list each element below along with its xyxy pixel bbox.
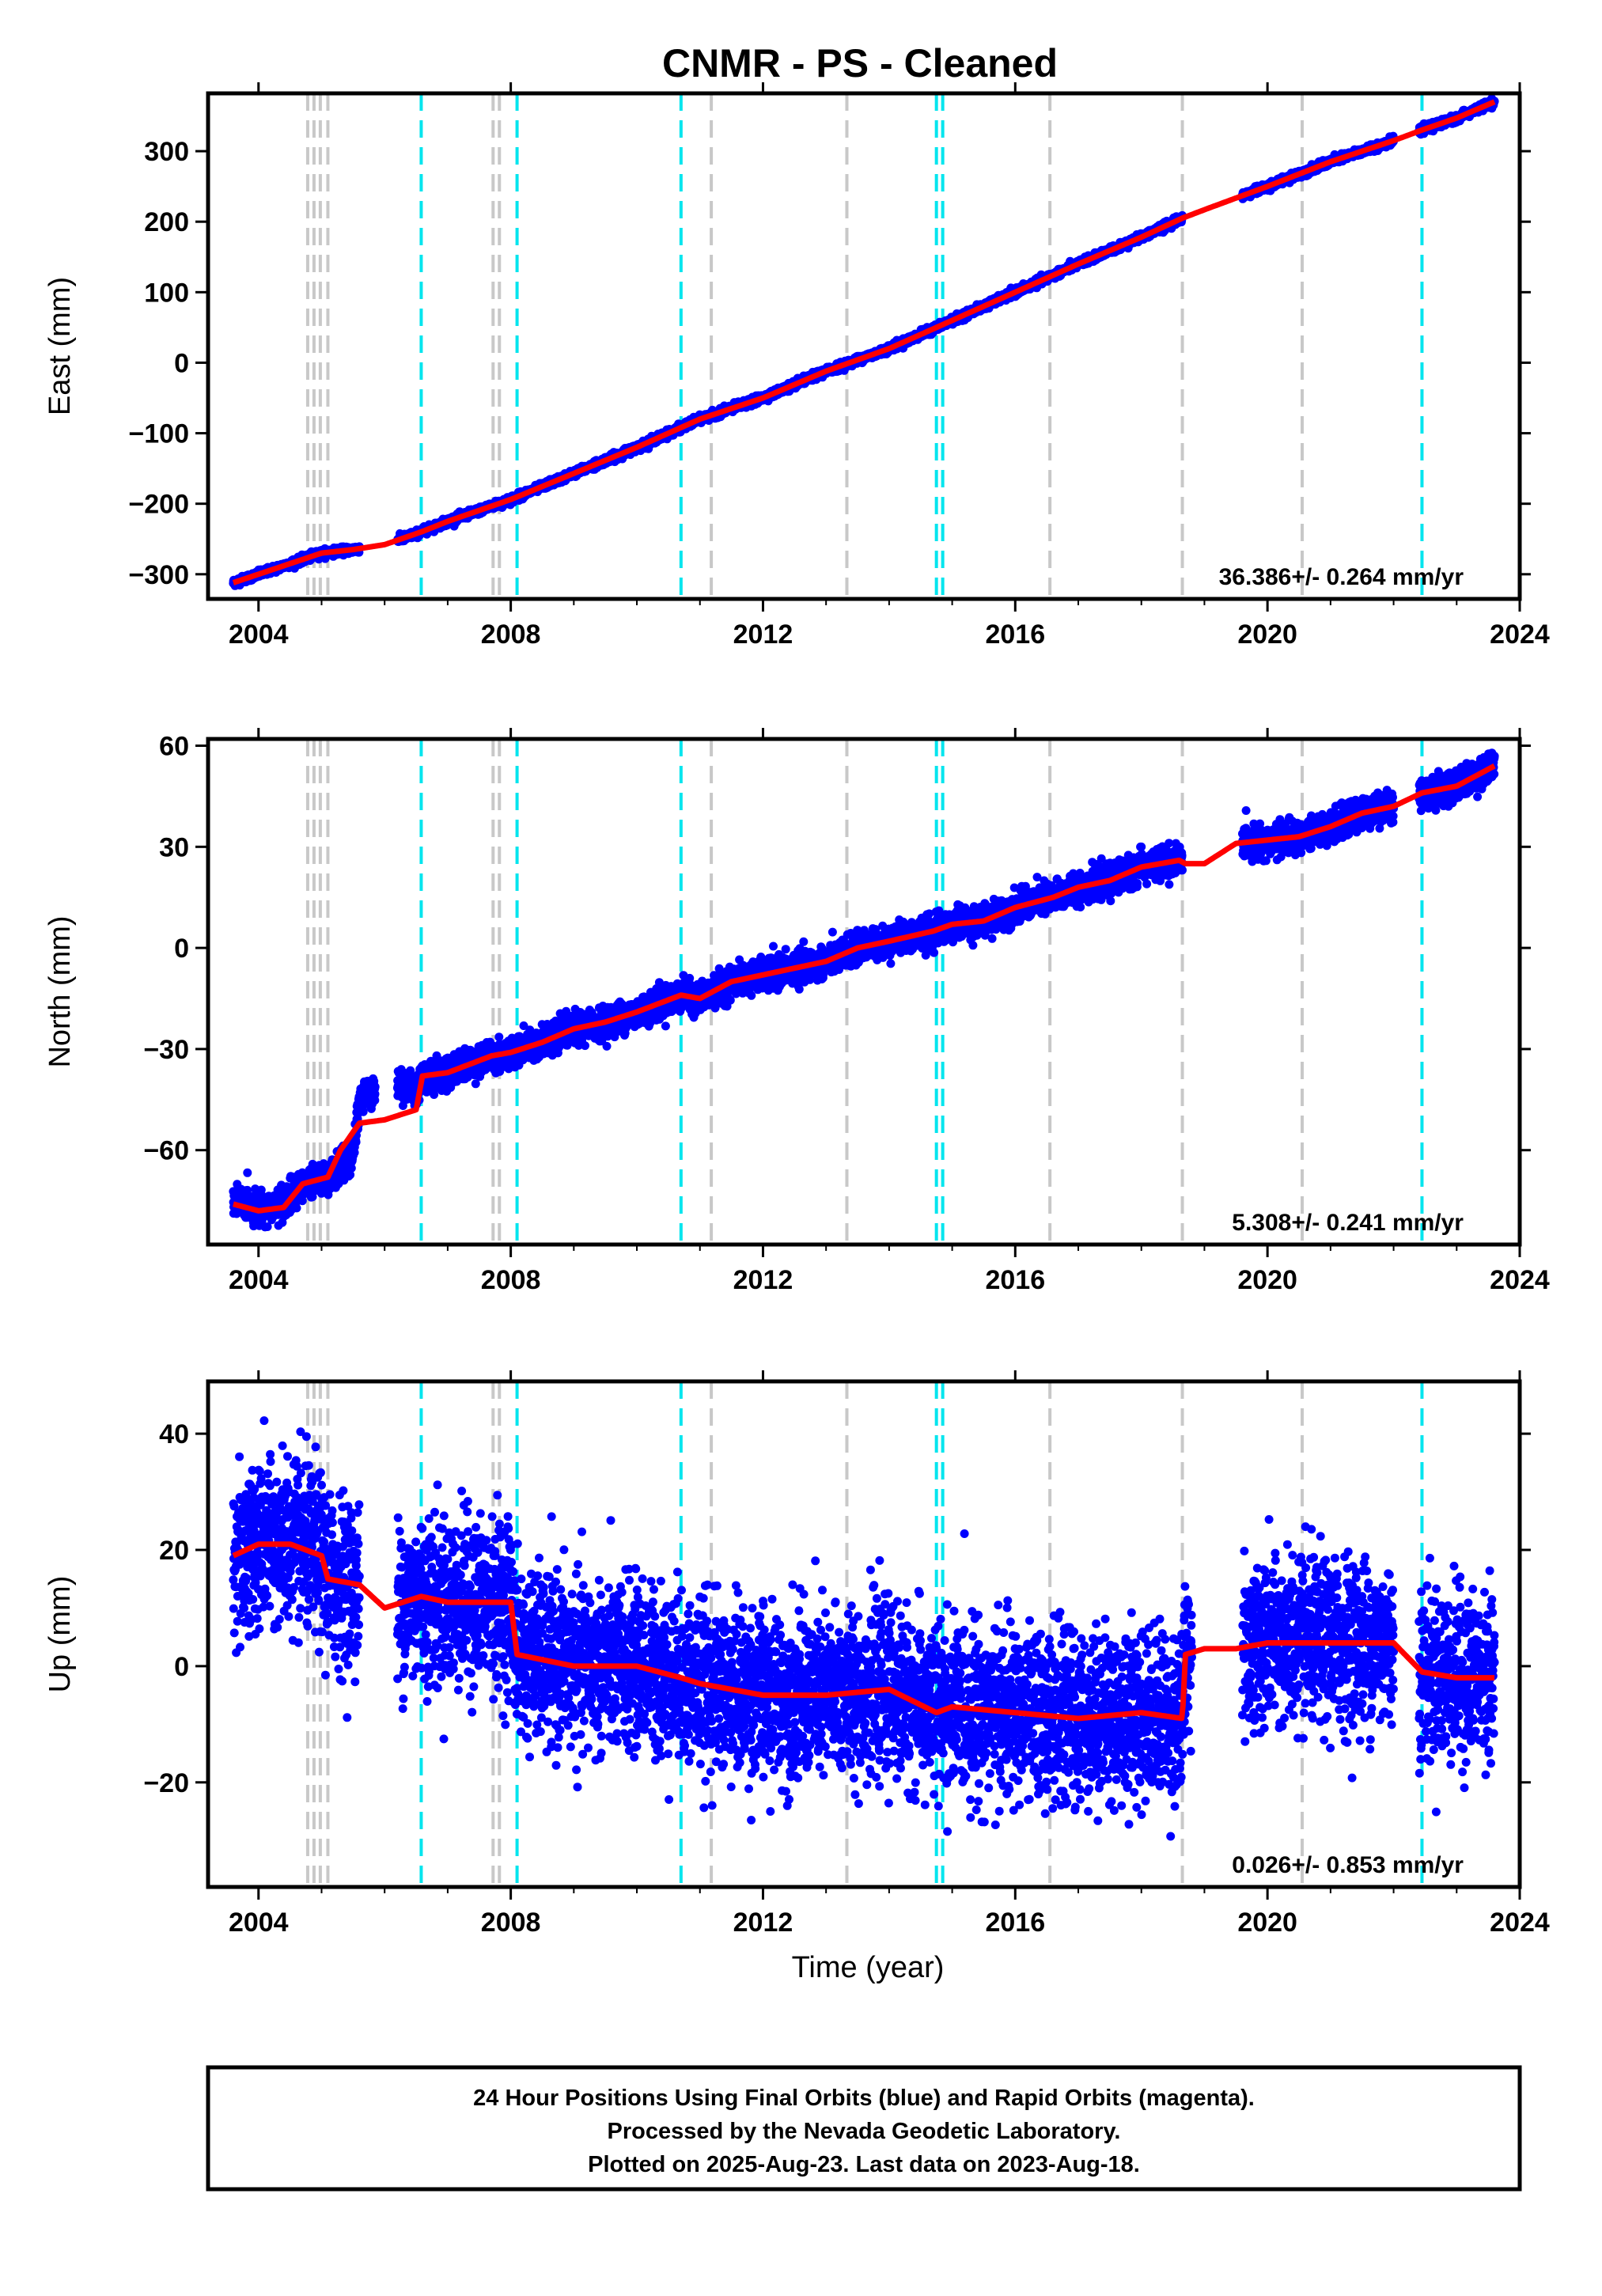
plot-area xyxy=(229,93,1499,599)
panel-1: 2004 2008 2012 2016 2020 20243002001000−100−2… xyxy=(44,82,1550,650)
panels: 2004 2008 2012 2016 2020 20243002001000−100−2… xyxy=(44,82,1550,1984)
chart-title: CNMR - PS - Cleaned xyxy=(662,41,1058,85)
